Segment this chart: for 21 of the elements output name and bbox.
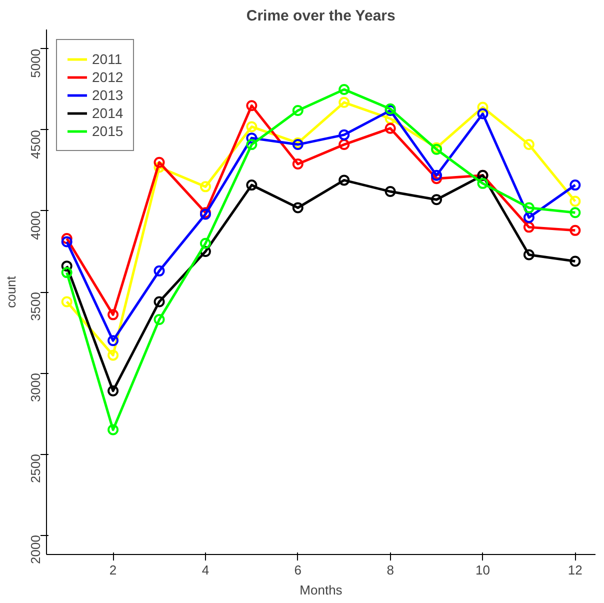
y-axis-title: count: [4, 276, 18, 308]
x-tick-label: 2: [109, 562, 117, 578]
legend-label: 2012: [92, 68, 124, 86]
x-tick-label: 10: [476, 562, 490, 578]
y-tick-label: 2000: [28, 535, 43, 564]
y-tick-label: 5000: [28, 48, 43, 78]
chart-title: Crime over the Years: [246, 8, 396, 24]
x-axis-title: Months: [300, 582, 343, 598]
legend-label: 2014: [92, 104, 124, 122]
y-tick-label: 3000: [28, 373, 43, 402]
legend-label: 2011: [92, 50, 122, 68]
legend-label: 2015: [92, 122, 124, 140]
y-tick-label: 4500: [28, 130, 43, 159]
x-tick-label: 8: [386, 562, 394, 578]
x-tick-label: 12: [568, 562, 582, 578]
y-tick-label: 2500: [28, 454, 43, 483]
x-tick-label: 4: [202, 562, 210, 578]
legend-label: 2013: [92, 86, 124, 104]
y-tick-label: 4000: [28, 210, 43, 240]
x-tick-label: 6: [294, 562, 302, 578]
y-tick-label: 3500: [28, 292, 43, 321]
